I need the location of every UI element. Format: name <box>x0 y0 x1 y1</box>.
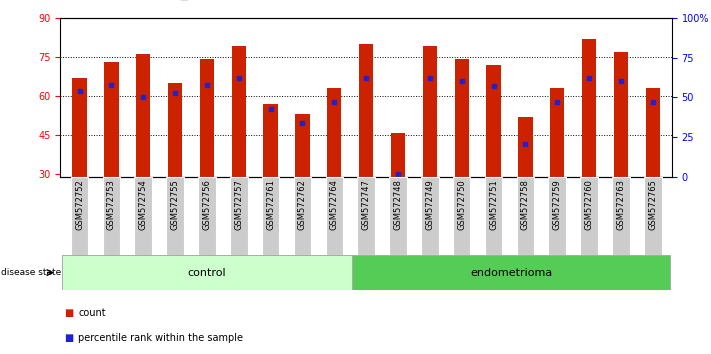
Bar <box>200 59 214 177</box>
Text: control: control <box>188 268 226 278</box>
Text: GSM572751: GSM572751 <box>489 179 498 230</box>
Text: GSM572754: GSM572754 <box>139 179 148 230</box>
Text: ■: ■ <box>64 308 73 318</box>
Text: GSM572762: GSM572762 <box>298 179 307 230</box>
Text: GSM572748: GSM572748 <box>393 179 402 230</box>
Bar <box>327 88 341 177</box>
FancyBboxPatch shape <box>453 177 471 255</box>
Text: GSM572760: GSM572760 <box>584 179 594 230</box>
Bar <box>168 83 182 177</box>
Bar <box>136 54 151 177</box>
Bar <box>582 39 597 177</box>
FancyBboxPatch shape <box>166 177 184 255</box>
Text: endometrioma: endometrioma <box>470 268 552 278</box>
Text: GSM572747: GSM572747 <box>362 179 370 230</box>
FancyBboxPatch shape <box>352 255 670 290</box>
Text: GSM572764: GSM572764 <box>330 179 339 230</box>
FancyBboxPatch shape <box>102 177 120 255</box>
Bar <box>359 44 373 177</box>
Text: GSM572755: GSM572755 <box>171 179 180 230</box>
Bar <box>518 117 533 177</box>
FancyBboxPatch shape <box>134 177 152 255</box>
FancyBboxPatch shape <box>230 177 247 255</box>
Text: GSM572763: GSM572763 <box>616 179 626 230</box>
FancyBboxPatch shape <box>294 177 311 255</box>
Bar <box>391 133 405 177</box>
Text: GSM572750: GSM572750 <box>457 179 466 230</box>
Bar <box>295 114 309 177</box>
Text: GSM572765: GSM572765 <box>648 179 657 230</box>
Bar <box>423 46 437 177</box>
FancyBboxPatch shape <box>62 255 352 290</box>
Bar <box>550 88 565 177</box>
Bar <box>105 62 119 177</box>
FancyBboxPatch shape <box>485 177 502 255</box>
FancyBboxPatch shape <box>421 177 439 255</box>
FancyBboxPatch shape <box>71 177 88 255</box>
FancyBboxPatch shape <box>612 177 630 255</box>
Text: GSM572757: GSM572757 <box>235 179 243 230</box>
Text: ■: ■ <box>64 333 73 343</box>
Bar <box>614 52 628 177</box>
Bar <box>73 78 87 177</box>
FancyBboxPatch shape <box>326 177 343 255</box>
FancyBboxPatch shape <box>548 177 566 255</box>
Text: count: count <box>78 308 106 318</box>
FancyBboxPatch shape <box>580 177 598 255</box>
Bar <box>646 88 660 177</box>
Text: GSM572761: GSM572761 <box>266 179 275 230</box>
Bar <box>486 65 501 177</box>
Text: GSM572752: GSM572752 <box>75 179 84 230</box>
Text: GSM572749: GSM572749 <box>425 179 434 230</box>
Text: GSM572753: GSM572753 <box>107 179 116 230</box>
FancyBboxPatch shape <box>644 177 661 255</box>
Bar <box>454 59 469 177</box>
Text: GSM572759: GSM572759 <box>552 179 562 230</box>
FancyBboxPatch shape <box>358 177 375 255</box>
Text: GSM572758: GSM572758 <box>521 179 530 230</box>
FancyBboxPatch shape <box>517 177 534 255</box>
Text: GSM572756: GSM572756 <box>203 179 211 230</box>
FancyBboxPatch shape <box>389 177 407 255</box>
Bar <box>232 46 246 177</box>
FancyBboxPatch shape <box>198 177 215 255</box>
Text: disease state: disease state <box>1 268 61 277</box>
Bar <box>264 104 278 177</box>
Text: percentile rank within the sample: percentile rank within the sample <box>78 333 243 343</box>
FancyBboxPatch shape <box>262 177 279 255</box>
